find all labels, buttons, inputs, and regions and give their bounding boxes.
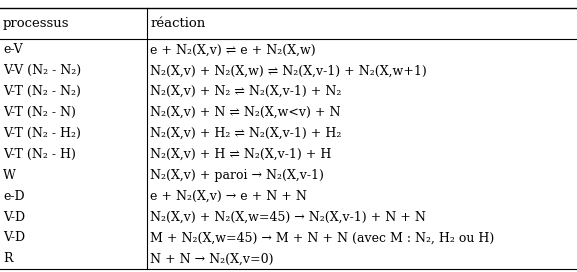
Text: réaction: réaction <box>150 17 205 30</box>
Text: processus: processus <box>3 17 69 30</box>
Text: V-D: V-D <box>3 211 25 224</box>
Text: N₂(X,v) + N₂ ⇌ N₂(X,v-1) + N₂: N₂(X,v) + N₂ ⇌ N₂(X,v-1) + N₂ <box>150 85 342 98</box>
Text: V-T (N₂ - H): V-T (N₂ - H) <box>3 148 76 161</box>
Text: V-D: V-D <box>3 231 25 245</box>
Text: N + N → N₂(X,v=0): N + N → N₂(X,v=0) <box>150 252 273 265</box>
Text: e-D: e-D <box>3 190 24 203</box>
Text: V-T (N₂ - N): V-T (N₂ - N) <box>3 106 76 119</box>
Text: N₂(X,v) + H₂ ⇌ N₂(X,v-1) + H₂: N₂(X,v) + H₂ ⇌ N₂(X,v-1) + H₂ <box>150 127 342 140</box>
Text: N₂(X,v) + N₂(X,w) ⇌ N₂(X,v-1) + N₂(X,w+1): N₂(X,v) + N₂(X,w) ⇌ N₂(X,v-1) + N₂(X,w+1… <box>150 64 427 77</box>
Text: N₂(X,v) + paroi → N₂(X,v-1): N₂(X,v) + paroi → N₂(X,v-1) <box>150 169 324 182</box>
Text: e + N₂(X,v) → e + N + N: e + N₂(X,v) → e + N + N <box>150 190 307 203</box>
Text: N₂(X,v) + N₂(X,w=45) → N₂(X,v-1) + N + N: N₂(X,v) + N₂(X,w=45) → N₂(X,v-1) + N + N <box>150 211 426 224</box>
Text: N₂(X,v) + N ⇌ N₂(X,w<v) + N: N₂(X,v) + N ⇌ N₂(X,w<v) + N <box>150 106 340 119</box>
Text: W: W <box>3 169 16 182</box>
Text: V-V (N₂ - N₂): V-V (N₂ - N₂) <box>3 64 81 77</box>
Text: e + N₂(X,v) ⇌ e + N₂(X,w): e + N₂(X,v) ⇌ e + N₂(X,w) <box>150 44 316 56</box>
Text: V-T (N₂ - N₂): V-T (N₂ - N₂) <box>3 85 81 98</box>
Text: M + N₂(X,w=45) → M + N + N (avec M : N₂, H₂ ou H): M + N₂(X,w=45) → M + N + N (avec M : N₂,… <box>150 231 494 245</box>
Text: e-V: e-V <box>3 44 23 56</box>
Text: R: R <box>3 252 12 265</box>
Text: N₂(X,v) + H ⇌ N₂(X,v-1) + H: N₂(X,v) + H ⇌ N₂(X,v-1) + H <box>150 148 331 161</box>
Text: V-T (N₂ - H₂): V-T (N₂ - H₂) <box>3 127 81 140</box>
